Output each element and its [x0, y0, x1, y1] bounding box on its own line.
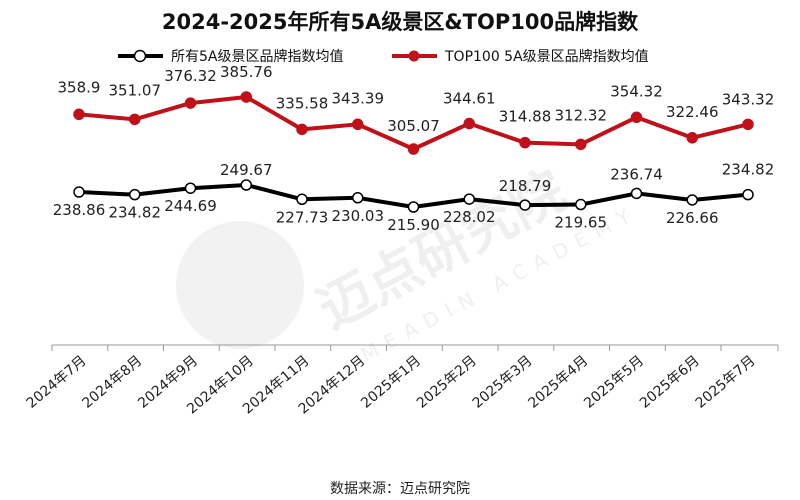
data-point-series-1 [352, 192, 364, 204]
data-point-series-1 [73, 186, 85, 198]
data-point-series-2 [463, 117, 475, 130]
data-point-series-1 [407, 201, 420, 213]
data-point-series-2 [184, 97, 197, 109]
data-point-series-1 [519, 199, 531, 211]
x-tick-label: 2024年7月 [24, 353, 90, 412]
data-label-series-2: 335.58 [276, 94, 329, 112]
x-tick-label: 2024年8月 [79, 353, 145, 412]
data-point-series-2 [742, 118, 754, 131]
legend: 所有5A级景区品牌指数均值 TOP100 5A级景区品牌指数均值 [118, 48, 649, 65]
data-point-series-1 [129, 188, 141, 201]
data-label-series-2: 314.88 [499, 108, 552, 126]
legend-label-series-2: TOP100 5A级景区品牌指数均值 [444, 48, 649, 65]
x-tick-label: 2025年7月 [693, 353, 759, 412]
data-label-series-1: 218.79 [499, 177, 552, 195]
data-label-series-1: 236.74 [610, 165, 663, 183]
data-label-series-2: 351.07 [109, 81, 162, 99]
data-label-series-2: 305.07 [387, 117, 440, 135]
data-label-series-1: 234.82 [722, 161, 775, 179]
data-label-series-2: 322.46 [666, 103, 719, 121]
data-label-series-1: 249.67 [220, 161, 273, 179]
chart-title: 2024-2025年所有5A级景区&TOP100品牌指数 [162, 10, 639, 34]
data-point-series-2 [686, 132, 698, 144]
data-label-series-1: 219.65 [555, 214, 608, 232]
data-label-series-2: 354.32 [610, 82, 663, 100]
data-point-series-1 [742, 188, 754, 201]
data-label-series-2: 344.61 [443, 90, 496, 108]
data-label-series-2: 343.32 [722, 90, 775, 108]
data-label-series-1: 234.82 [109, 204, 162, 222]
x-tick-label: 2025年5月 [581, 353, 647, 412]
watermark-logo-icon [176, 221, 304, 349]
legend-item-series-1: 所有5A级景区品牌指数均值 [118, 48, 343, 65]
legend-marker-series-1 [133, 49, 147, 63]
data-point-series-2 [352, 118, 364, 131]
data-label-series-1: 226.66 [666, 209, 719, 227]
data-point-series-1 [240, 179, 252, 191]
x-tick-label: 2025年2月 [414, 353, 480, 412]
x-tick-label: 2025年3月 [470, 353, 536, 412]
data-label-series-1: 244.69 [164, 197, 217, 215]
data-point-series-1 [686, 194, 698, 206]
source-note: 数据来源：迈点研究院 [330, 481, 470, 497]
legend-item-series-2: TOP100 5A级景区品牌指数均值 [392, 48, 649, 65]
x-tick-label: 2025年6月 [637, 353, 703, 412]
data-point-series-1 [575, 198, 587, 211]
data-label-series-2: 385.76 [220, 63, 273, 81]
data-label-series-2: 358.9 [58, 78, 101, 96]
data-label-series-1: 230.03 [332, 207, 385, 225]
data-label-series-1: 215.90 [387, 216, 440, 234]
legend-marker-series-2 [408, 50, 420, 62]
data-point-series-1 [630, 187, 643, 200]
data-point-series-2 [129, 113, 141, 126]
data-label-series-1: 227.73 [276, 208, 329, 226]
data-label-series-2: 343.39 [332, 89, 385, 107]
data-point-series-2 [407, 143, 420, 155]
data-point-series-2 [73, 108, 85, 121]
x-tick-label: 2025年4月 [525, 353, 591, 412]
data-label-series-1: 228.02 [443, 208, 496, 226]
data-point-series-2 [519, 136, 531, 149]
data-point-series-2 [296, 123, 308, 136]
data-point-series-2 [240, 91, 252, 103]
data-point-series-2 [630, 111, 643, 124]
data-point-series-1 [463, 193, 475, 205]
data-point-series-1 [296, 193, 308, 206]
legend-label-series-1: 所有5A级景区品牌指数均值 [171, 48, 343, 65]
data-point-series-2 [575, 138, 587, 151]
data-label-series-2: 376.32 [164, 67, 217, 85]
data-label-series-1: 238.86 [53, 201, 106, 219]
data-label-series-2: 312.32 [555, 106, 608, 124]
data-point-series-1 [184, 182, 197, 194]
